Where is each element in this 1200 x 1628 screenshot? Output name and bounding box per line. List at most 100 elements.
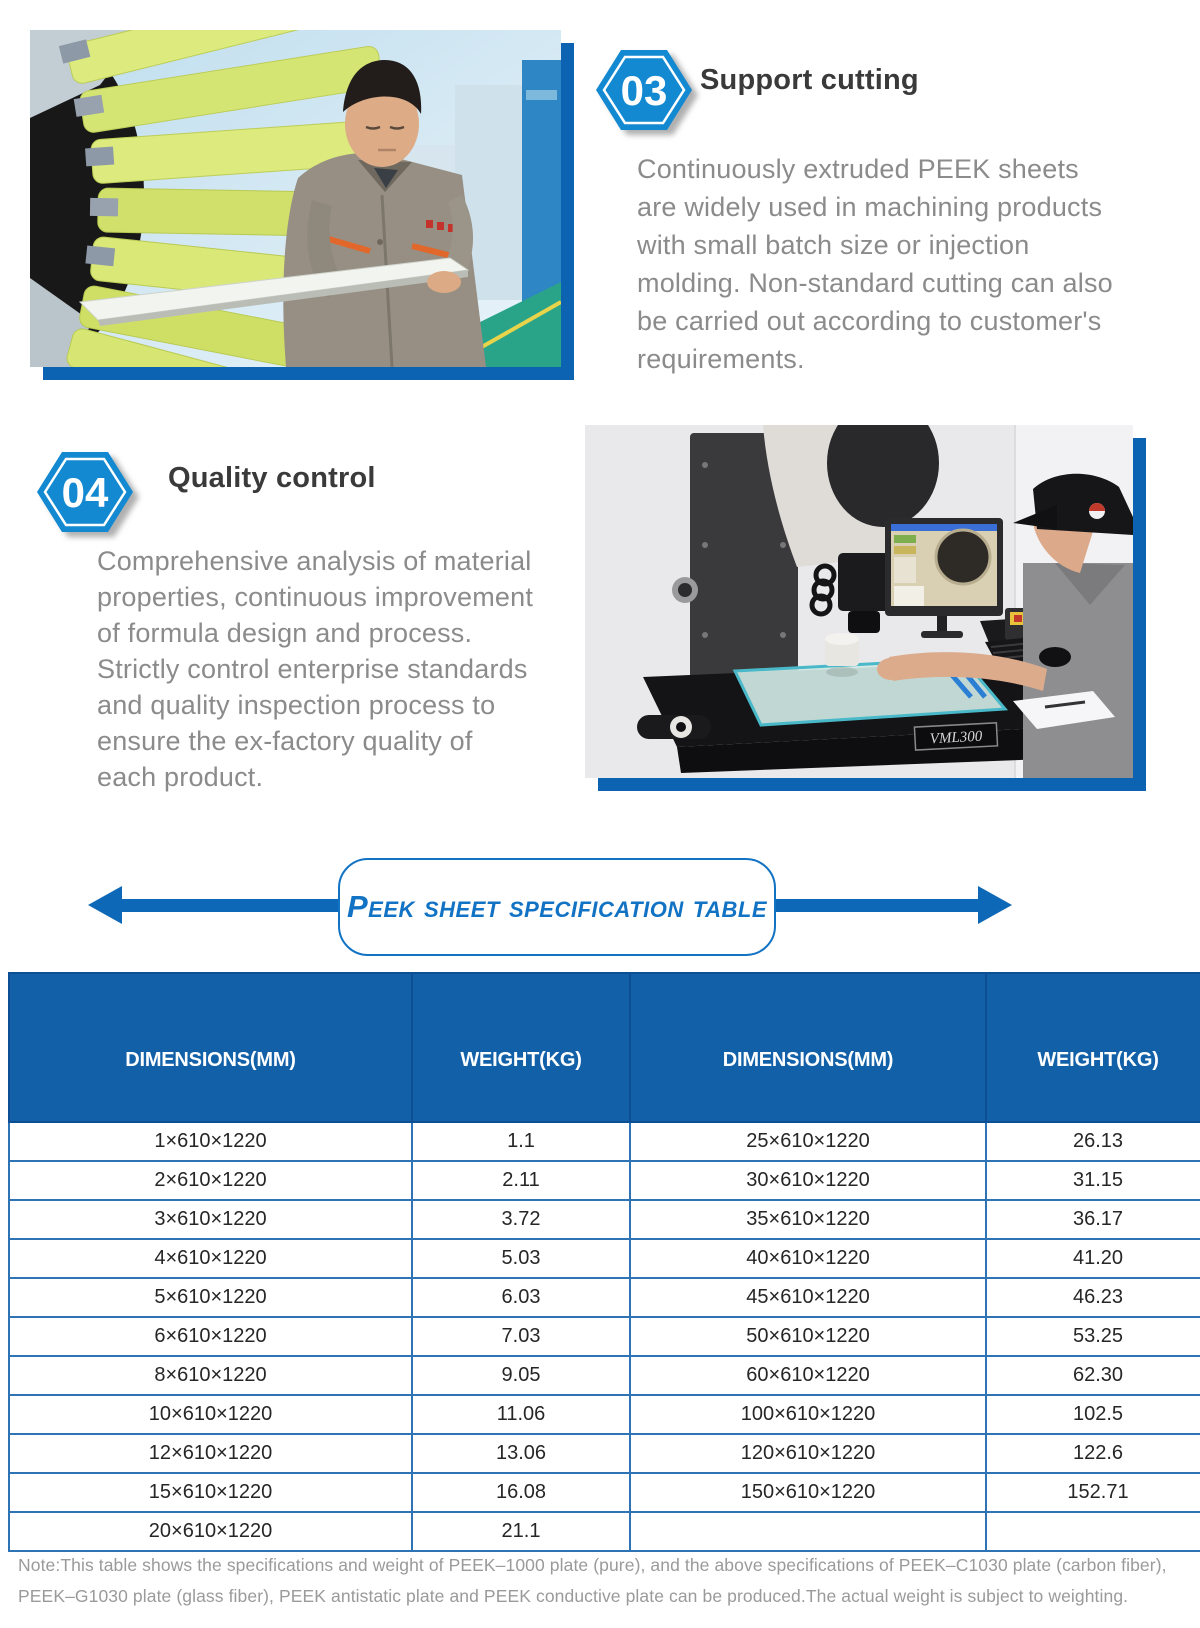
pocket-trim-left: [324, 235, 371, 254]
table-cell: 25×610×1220: [629, 1121, 987, 1162]
table-cell: 35×610×1220: [629, 1199, 987, 1240]
hexagon-icon: 03: [596, 50, 692, 130]
table-cell: 30×610×1220: [629, 1160, 987, 1201]
lens-tip: [848, 611, 880, 633]
step-badge-04: 04: [36, 450, 134, 534]
step-badge-03: 03: [595, 48, 693, 132]
table-cell: 152.71: [985, 1472, 1200, 1513]
table-cell: [985, 1511, 1200, 1552]
table-cell: 10×610×1220: [8, 1394, 413, 1435]
table-cell: 62.30: [985, 1355, 1200, 1396]
table-cell: 120×610×1220: [629, 1433, 987, 1474]
step-title-quality: Quality control: [168, 462, 376, 494]
worker-hand: [427, 271, 461, 293]
table-cell: 150×610×1220: [629, 1472, 987, 1513]
table-cell: 11.06: [411, 1394, 631, 1435]
table-cell: 2×610×1220: [8, 1160, 413, 1201]
table-row: 6×610×1220 7.03 50×610×1220 53.25: [8, 1316, 1200, 1357]
table-cell: 4×610×1220: [8, 1238, 413, 1279]
table-row: 2×610×1220 2.11 30×610×1220 31.15: [8, 1160, 1200, 1201]
table-cell: 122.6: [985, 1433, 1200, 1474]
quality-control-photo: VML300: [585, 425, 1146, 791]
pen: [1044, 700, 1086, 709]
sample-cylinder: [825, 633, 859, 677]
machine-label: VML300: [913, 722, 999, 751]
camera-head-front: [827, 425, 939, 527]
table-cell: 21.1: [411, 1511, 631, 1552]
column-header: WEIGHT(KG): [411, 972, 631, 1123]
step-body-quality: Comprehensive analysis of material prope…: [97, 546, 534, 792]
table-cell: 5.03: [411, 1238, 631, 1279]
table-cell: 7.03: [411, 1316, 631, 1357]
spec-table-body: 1×610×1220 1.1 25×610×1220 26.13 2×610×1220 2…: [8, 1121, 1200, 1552]
table-row: 1×610×1220 1.1 25×610×1220 26.13: [8, 1121, 1200, 1162]
table-cell: 36.17: [985, 1199, 1200, 1240]
table-cell: [629, 1511, 987, 1552]
worker-head: [345, 81, 419, 167]
spec-table-banner: Peek sheet specification table: [338, 858, 776, 956]
computer-mouse: [1039, 647, 1071, 667]
table-cell: 26.13: [985, 1121, 1200, 1162]
table-cell: 2.11: [411, 1160, 631, 1201]
worker-hair: [343, 60, 422, 114]
table-cell: 60×610×1220: [629, 1355, 987, 1396]
monitor: [885, 518, 1003, 638]
table-cell: 45×610×1220: [629, 1277, 987, 1318]
step-body-cutting: Continuously extruded PEEK sheets are wi…: [637, 154, 1113, 374]
operator-cap: [1033, 473, 1133, 535]
table-cell: 20×610×1220: [8, 1511, 413, 1552]
table-row: 20×610×1220 21.1: [8, 1511, 1200, 1552]
step-number: 04: [62, 469, 109, 516]
table-cell: 1.1: [411, 1121, 631, 1162]
quality-photo-art: VML300: [585, 425, 1133, 778]
machine-column: [690, 433, 798, 728]
step-number: 03: [621, 67, 668, 114]
table-row: 12×610×1220 13.06 120×610×1220 122.6: [8, 1433, 1200, 1474]
coiled-cable: [809, 563, 837, 617]
table-row: 4×610×1220 5.03 40×610×1220 41.20: [8, 1238, 1200, 1279]
table-cell: 1×610×1220: [8, 1121, 413, 1162]
blue-machine-detail: [526, 90, 557, 100]
cap-brim: [1013, 505, 1057, 529]
table-cell: 53.25: [985, 1316, 1200, 1357]
table-cell: 12×610×1220: [8, 1433, 413, 1474]
arrowhead-right-icon: [978, 886, 1012, 924]
column-header: WEIGHT(KG): [985, 972, 1200, 1123]
spec-table: DIMENSIONS(MM) WEIGHT(KG) DIMENSIONS(MM) WE…: [8, 972, 1200, 1552]
table-cell: 100×610×1220: [629, 1394, 987, 1435]
table-cell: 46.23: [985, 1277, 1200, 1318]
operator-face: [1033, 523, 1095, 573]
paper-sheet: [1013, 691, 1115, 729]
table-row: 10×610×1220 11.06 100×610×1220 102.5: [8, 1394, 1200, 1435]
table-cell: 16.08: [411, 1472, 631, 1513]
column-header: DIMENSIONS(MM): [8, 972, 413, 1123]
column-header: DIMENSIONS(MM): [629, 972, 987, 1123]
operator-arm: [889, 652, 1047, 691]
table-cell: 6×610×1220: [8, 1316, 413, 1357]
table-cell: 3×610×1220: [8, 1199, 413, 1240]
header-row: DIMENSIONS(MM) WEIGHT(KG) DIMENSIONS(MM) WE…: [8, 972, 1200, 1123]
factory-photo-art: [30, 30, 561, 367]
hexagon-icon: 04: [37, 452, 133, 532]
table-cell: 41.20: [985, 1238, 1200, 1279]
operator-figure: [877, 473, 1133, 778]
table-row: 8×610×1220 9.05 60×610×1220 62.30: [8, 1355, 1200, 1396]
table-cell: 3.72: [411, 1199, 631, 1240]
machine-label-text: VML300: [929, 729, 983, 748]
table-cell: 5×610×1220: [8, 1277, 413, 1318]
floor-stripe: [472, 300, 561, 354]
focus-knob-center: [678, 583, 692, 597]
table-row: 15×610×1220 16.08 150×610×1220 152.71: [8, 1472, 1200, 1513]
spec-table-banner-label: Peek sheet specification table: [346, 889, 768, 924]
lens-assembly: [838, 553, 890, 611]
table-row: 5×610×1220 6.03 45×610×1220 46.23: [8, 1277, 1200, 1318]
operator-hand: [877, 658, 905, 680]
table-cell: 8×610×1220: [8, 1355, 413, 1396]
table-cell: 15×610×1220: [8, 1472, 413, 1513]
table-cell: 102.5: [985, 1394, 1200, 1435]
step-title-cutting: Support cutting: [700, 64, 919, 96]
table-cell: 13.06: [411, 1433, 631, 1474]
table-cell: 6.03: [411, 1277, 631, 1318]
factory-photo: [30, 30, 574, 380]
